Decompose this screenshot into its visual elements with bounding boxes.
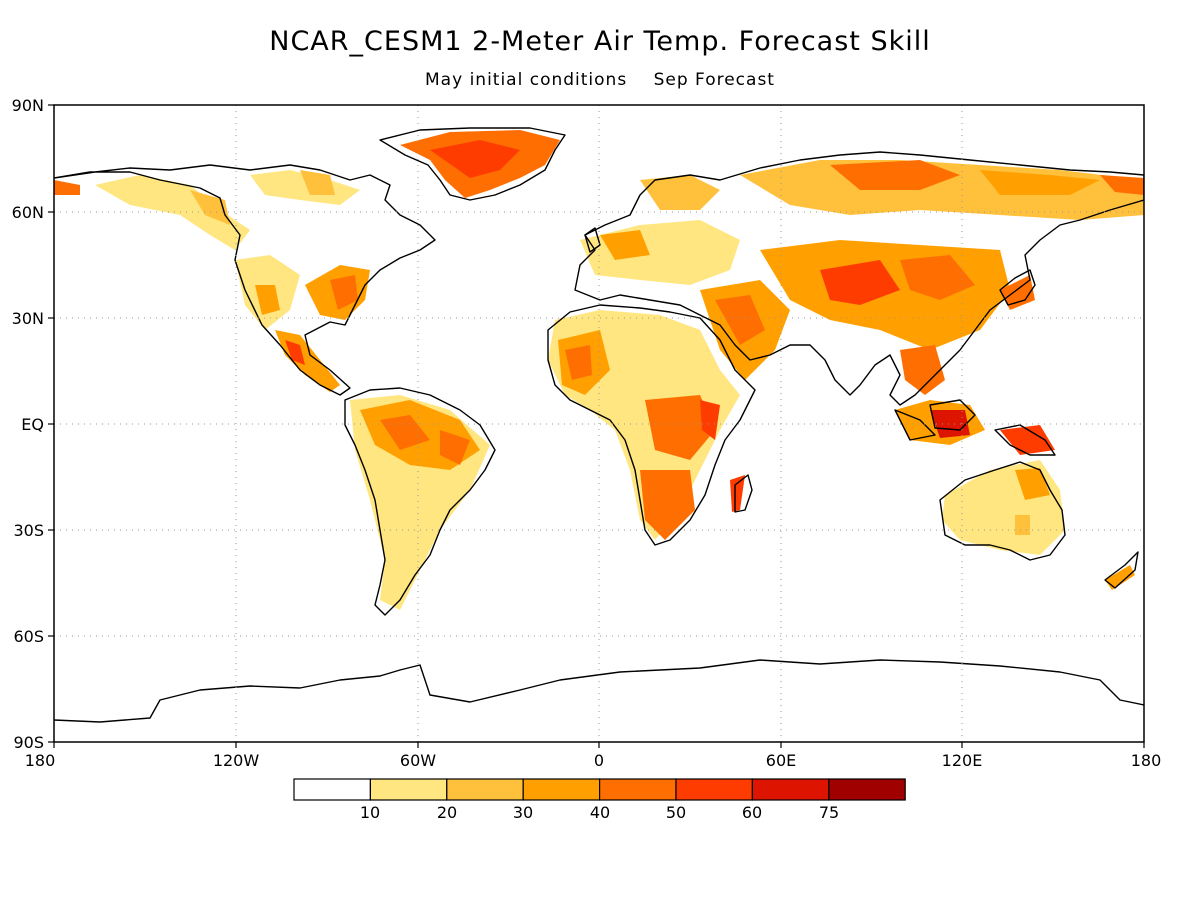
- colorbar-labels: 10 20 30 40 50 60 75: [360, 803, 839, 822]
- colorbar-swatch: [293, 778, 372, 801]
- outline-australia: [939, 461, 1066, 561]
- colorbar-label: 60: [742, 803, 762, 822]
- colorbar-label: 75: [819, 803, 839, 822]
- lat-label: 90S: [13, 733, 44, 752]
- map-subtitle: May initial conditions Sep Forecast: [0, 70, 1200, 90]
- colorbar-swatch: [828, 778, 906, 801]
- skill-shading: [54, 130, 1144, 610]
- colorbar-swatches: [293, 778, 906, 801]
- map-title: NCAR_CESM1 2-Meter Air Temp. Forecast Sk…: [269, 26, 931, 57]
- lon-label: 60W: [400, 751, 436, 770]
- land-outlines: [54, 127, 1144, 723]
- outline-indonesia: [894, 399, 1056, 456]
- lon-label: 120E: [942, 751, 983, 770]
- skill-north-america: [95, 175, 250, 250]
- lat-label: 60S: [13, 627, 44, 646]
- colorbar-swatch: [675, 778, 754, 801]
- colorbar-swatch: [598, 778, 677, 801]
- colorbar-label: 10: [360, 803, 380, 822]
- graticule: [54, 105, 1144, 742]
- latitude-labels: 90N 60N 30N EQ 30S 60S 90S: [12, 96, 44, 752]
- colorbar-swatch: [446, 778, 524, 801]
- outline-eurasia: [574, 151, 1144, 406]
- tick-marks: [48, 104, 1145, 748]
- outline-north-america: [54, 164, 436, 396]
- lat-label: 30S: [13, 521, 44, 540]
- lon-label: 120W: [213, 751, 260, 770]
- longitude-labels: 180 120W 60W 0 60E 120E 180: [25, 751, 1162, 770]
- outline-antarctica: [54, 659, 1144, 723]
- colorbar: 10 20 30 40 50 60 75: [293, 778, 906, 822]
- outline-africa: [547, 304, 756, 546]
- colorbar-label: 20: [437, 803, 457, 822]
- outline-british-isles: [584, 227, 601, 253]
- colorbar-swatch: [369, 778, 448, 801]
- forecast-month-label: Sep Forecast: [653, 70, 775, 90]
- outline-greenland: [379, 127, 566, 201]
- lat-label: 30N: [12, 309, 44, 328]
- outline-japan: [999, 269, 1036, 306]
- colorbar-label: 50: [666, 803, 686, 822]
- colorbar-label: 30: [513, 803, 533, 822]
- colorbar-label: 40: [590, 803, 610, 822]
- lon-label: 180: [1131, 751, 1162, 770]
- outline-south-america: [344, 387, 496, 616]
- outline-madagascar: [734, 474, 753, 513]
- initial-conditions-label: May initial conditions: [425, 70, 628, 90]
- lat-label: 60N: [12, 203, 44, 222]
- lat-label: EQ: [21, 415, 44, 434]
- lon-label: 180: [25, 751, 56, 770]
- outline-new-zealand: [1104, 551, 1139, 589]
- lat-label: 90N: [12, 96, 44, 115]
- colorbar-swatch: [522, 778, 601, 801]
- colorbar-swatch: [751, 778, 830, 801]
- lon-label: 0: [594, 751, 604, 770]
- lon-label: 60E: [766, 751, 796, 770]
- map-content: [54, 105, 1144, 742]
